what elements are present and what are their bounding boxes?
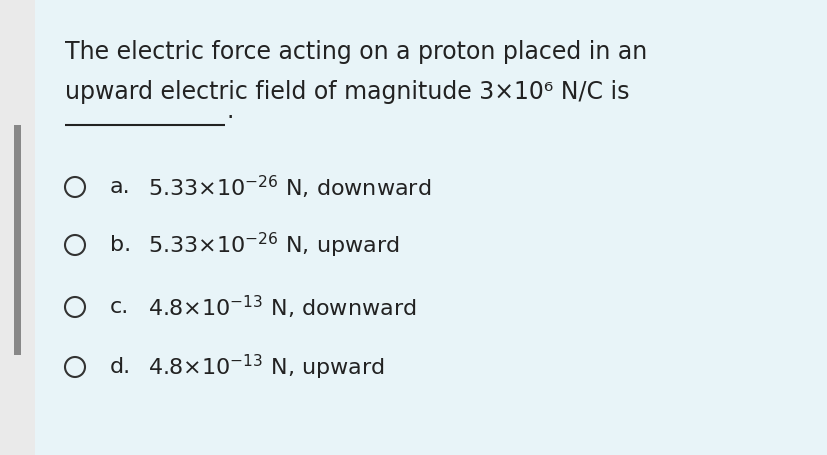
Text: .: . xyxy=(227,99,234,123)
Text: a.: a. xyxy=(110,177,131,197)
Bar xyxy=(0,0,35,455)
Text: $5.33{\times}10^{-26}$ N, downward: $5.33{\times}10^{-26}$ N, downward xyxy=(148,173,431,201)
Text: upward electric field of magnitude 3×10⁶ N/C is: upward electric field of magnitude 3×10⁶… xyxy=(65,80,629,104)
Text: c.: c. xyxy=(110,297,129,317)
Text: d.: d. xyxy=(110,357,131,377)
Text: $4.8{\times}10^{-13}$ N, upward: $4.8{\times}10^{-13}$ N, upward xyxy=(148,353,384,382)
Text: The electric force acting on a proton placed in an: The electric force acting on a proton pl… xyxy=(65,40,647,64)
Text: $4.8{\times}10^{-13}$ N, downward: $4.8{\times}10^{-13}$ N, downward xyxy=(148,293,416,321)
Text: b.: b. xyxy=(110,235,131,255)
Text: $5.33{\times}10^{-26}$ N, upward: $5.33{\times}10^{-26}$ N, upward xyxy=(148,230,399,260)
Bar xyxy=(14,125,21,355)
